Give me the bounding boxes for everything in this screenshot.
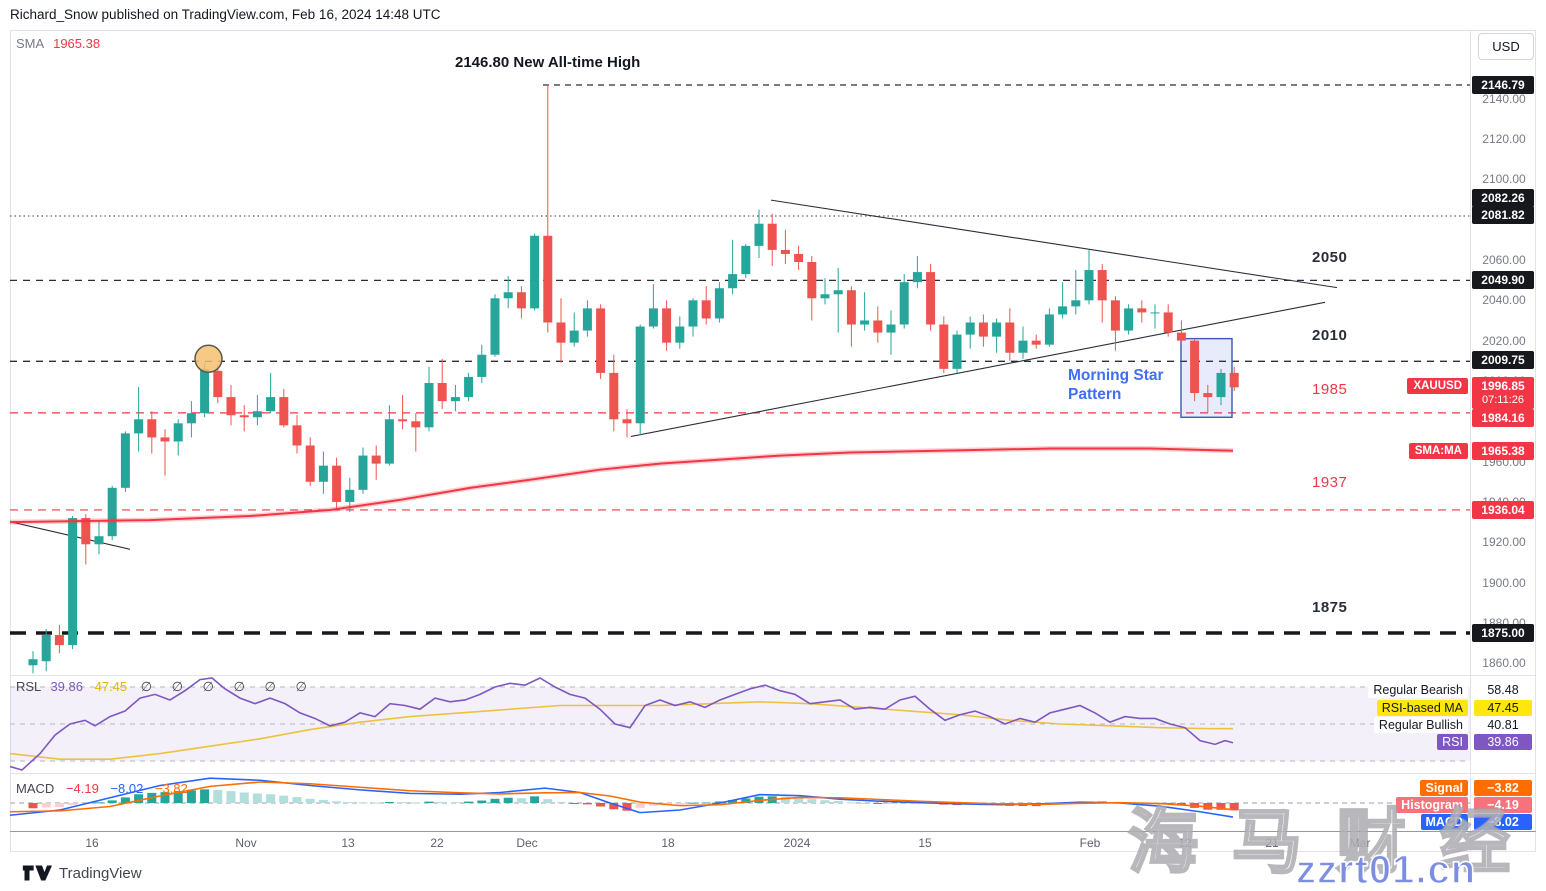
macd-axis-tag: Histogram	[1396, 797, 1468, 813]
price-tick: 2060.00	[1482, 252, 1526, 267]
macd-axis-tag: Signal	[1420, 780, 1468, 796]
macd-legend-title: MACD	[16, 781, 55, 796]
macd-hist-value: −4.19	[65, 781, 99, 796]
time-tick: 15	[918, 836, 932, 850]
rsi-axis-tag: Regular Bullish	[1373, 717, 1468, 733]
level-label: 2010	[1312, 327, 1348, 344]
time-axis[interactable]	[10, 832, 1470, 852]
time-tick: 12	[1178, 836, 1192, 850]
macd-axis-tag: MACD	[1420, 814, 1468, 830]
price-tick: 1900.00	[1482, 575, 1526, 590]
rsi-axis-value: 47.45	[1474, 700, 1532, 716]
time-tick: Mar	[1349, 836, 1371, 850]
rsi-axis-value: 39.86	[1474, 734, 1532, 750]
price-axis-label: 1996.85 07:11:26	[1472, 377, 1534, 409]
rsi-axis-tag: RSI-based MA	[1376, 700, 1468, 716]
price-axis-label: 2081.82	[1472, 206, 1534, 224]
rsi-axis-value: 58.48	[1487, 683, 1519, 697]
chart-frame	[10, 30, 1536, 852]
sma-legend[interactable]: SMA 1965.38	[16, 36, 100, 51]
macd-line-value: −8.02	[110, 781, 144, 796]
price-axis-label: 2049.90	[1472, 271, 1534, 289]
price-tick: 2120.00	[1482, 132, 1526, 146]
price-axis-label: 1875.00	[1472, 624, 1534, 642]
series-tag: SMA:MA	[1408, 443, 1468, 459]
time-tick: 16	[85, 836, 99, 850]
rsi-value: 39.86	[50, 679, 83, 694]
rsi-axis-value: 40.81	[1487, 718, 1519, 732]
series-tag: XAUUSD	[1407, 378, 1468, 394]
price-axis-label: 2009.75	[1472, 351, 1534, 369]
time-tick: Dec	[516, 836, 538, 850]
tradingview-brand[interactable]: TradingView	[22, 862, 142, 884]
rsi-empty-values: ∅ ∅ ∅ ∅ ∅ ∅	[140, 679, 315, 694]
tradingview-brand-label: TradingView	[59, 864, 142, 882]
rsi-ma-value: 47.45	[94, 679, 128, 694]
macd-legend[interactable]: MACD −4.19 −8.02 −3.82	[16, 781, 188, 796]
time-tick: 13	[341, 836, 355, 850]
price-tick: 1920.00	[1482, 535, 1526, 550]
price-tick: 2140.00	[1482, 91, 1526, 106]
rsi-legend-title: RSL	[16, 679, 41, 694]
macd-axis-value: −4.19	[1474, 797, 1532, 813]
macd-axis-value: −3.82	[1474, 780, 1532, 796]
price-tick: 1860.00	[1482, 656, 1526, 671]
time-tick: 21	[1265, 836, 1279, 850]
price-axis-label: 2146.79	[1472, 76, 1534, 94]
ath-annotation: 2146.80 New All-time High	[455, 54, 641, 71]
rsi-legend[interactable]: RSL 39.86 47.45 ∅ ∅ ∅ ∅ ∅ ∅	[16, 679, 315, 695]
price-tick: 2020.00	[1482, 333, 1526, 348]
rsi-axis-tag: RSI	[1437, 734, 1468, 750]
currency-label: USD	[1492, 39, 1520, 54]
pane-divider-rsi[interactable]	[10, 675, 1536, 676]
price-axis-divider	[1470, 30, 1471, 852]
sma-legend-value: 1965.38	[53, 36, 101, 51]
macd-signal-value: −3.82	[154, 781, 188, 796]
price-axis-label: 1965.38	[1472, 442, 1534, 460]
time-tick: 2024	[783, 836, 811, 850]
time-tick: Feb	[1079, 836, 1101, 850]
time-tick: 22	[430, 836, 444, 850]
tradingview-logo-icon	[22, 865, 52, 881]
macd-axis-value: −8.02	[1474, 814, 1532, 830]
price-tick: 2040.00	[1482, 293, 1526, 308]
time-tick: 18	[661, 836, 675, 850]
level-label: 1875	[1312, 599, 1348, 616]
price-tick: 2100.00	[1482, 172, 1526, 187]
time-tick: Nov	[235, 836, 257, 850]
rsi-axis-tag: Regular Bearish	[1368, 682, 1468, 698]
morning-star-annotation: Morning Star Pattern	[1068, 367, 1164, 403]
currency-toggle-button[interactable]: USD	[1478, 33, 1534, 60]
sma-legend-label: SMA	[16, 36, 44, 51]
level-label: 2050	[1312, 249, 1348, 266]
time-axis-divider	[10, 831, 1536, 832]
price-axis-label: 2082.26	[1472, 189, 1534, 207]
level-label: 1937	[1312, 474, 1348, 491]
price-axis-label: 1936.04	[1472, 501, 1534, 519]
price-axis-label: 1984.16	[1472, 409, 1534, 427]
pane-divider-macd[interactable]	[10, 773, 1536, 774]
level-label: 1985	[1312, 381, 1348, 398]
price-axis[interactable]	[1471, 30, 1536, 831]
publish-header: Richard_Snow published on TradingView.co…	[10, 7, 441, 22]
